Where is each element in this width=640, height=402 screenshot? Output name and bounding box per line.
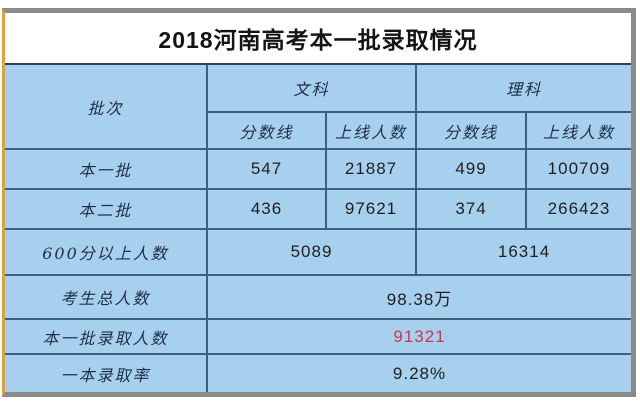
table-row-above600: 600分以上人数 5089 16314 [5,228,632,276]
admission-rate-label: 一本录取率 [5,353,208,392]
above600-label: 600分以上人数 [5,228,208,276]
total-examinees-value: 98.38万 [205,274,632,320]
total-examinees-label: 考生总人数 [5,274,208,320]
admitted-count-value: 91321 [205,318,632,355]
title-bar: 2018河南高考本一批录取情况 [5,13,631,65]
table-row-admitted-count: 本一批录取人数 91321 [5,318,632,355]
batch1-wen-score: 547 [206,148,327,190]
batch2-wen-count: 97621 [324,188,418,230]
admission-rate-value: 9.28% [205,353,632,392]
table-row-batch1: 本一批 547 21887 499 100709 [5,148,632,190]
batch2-li-score: 374 [415,188,528,230]
table-row-batch2: 本二批 436 97621 374 266423 [5,188,632,230]
batch1-wen-count: 21887 [324,148,418,190]
batch1-li-count: 100709 [525,148,632,190]
table-row-total-examinees: 考生总人数 98.38万 [5,274,632,320]
header-wen-above-line-cell: 上线人数 [324,111,418,150]
table-row-admission-rate: 一本录取率 9.28% [5,353,632,392]
header-wen-score-line-cell: 分数线 [207,111,327,150]
above600-wen-value: 5089 [205,228,418,276]
header-liberal-arts-cell: 文科 [205,65,418,113]
header-row-subcolumns: 分数线 上线人数 分数线 上线人数 [5,111,632,150]
outer-frame: 2018河南高考本一批录取情况 批次 文科 理科 分数线 上线人数 分数线 上线… [2,8,636,397]
header-batch-cell: 批次 [5,65,208,150]
batch2-li-count: 266423 [525,188,632,230]
admissions-table: 批次 文科 理科 分数线 上线人数 分数线 上线人数 本一批 547 21887… [5,65,632,392]
header-li-score-line-cell: 分数线 [415,111,528,150]
page-title: 2018河南高考本一批录取情况 [158,27,478,53]
batch1-label: 本一批 [5,148,208,190]
header-science-cell: 理科 [415,65,632,113]
above600-li-value: 16314 [415,228,632,276]
header-li-above-line-cell: 上线人数 [525,111,632,150]
batch1-li-score: 499 [415,148,528,190]
header-row-groups: 批次 文科 理科 [5,65,632,150]
batch2-wen-score: 436 [206,188,327,230]
admitted-count-label: 本一批录取人数 [5,318,208,355]
batch2-label: 本二批 [5,188,208,230]
